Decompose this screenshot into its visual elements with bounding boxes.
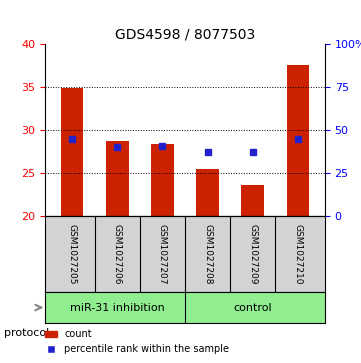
Text: miR-31 inhibition: miR-31 inhibition: [70, 302, 165, 313]
Legend: count, percentile rank within the sample: count, percentile rank within the sample: [41, 326, 233, 358]
Text: GSM1027209: GSM1027209: [248, 224, 257, 284]
Bar: [106, 141, 129, 216]
Title: GDS4598 / 8077503: GDS4598 / 8077503: [115, 27, 255, 41]
Text: GSM1027206: GSM1027206: [113, 224, 122, 284]
Bar: [61, 89, 83, 216]
Bar: [151, 144, 174, 216]
Text: GSM1027208: GSM1027208: [203, 224, 212, 284]
Bar: [287, 65, 309, 216]
Text: GSM1027210: GSM1027210: [293, 224, 302, 284]
Text: protocol: protocol: [4, 328, 49, 338]
Text: GSM1027207: GSM1027207: [158, 224, 167, 284]
Bar: [196, 169, 219, 216]
Text: control: control: [234, 302, 272, 313]
Bar: [242, 185, 264, 216]
Text: GSM1027205: GSM1027205: [68, 224, 77, 284]
